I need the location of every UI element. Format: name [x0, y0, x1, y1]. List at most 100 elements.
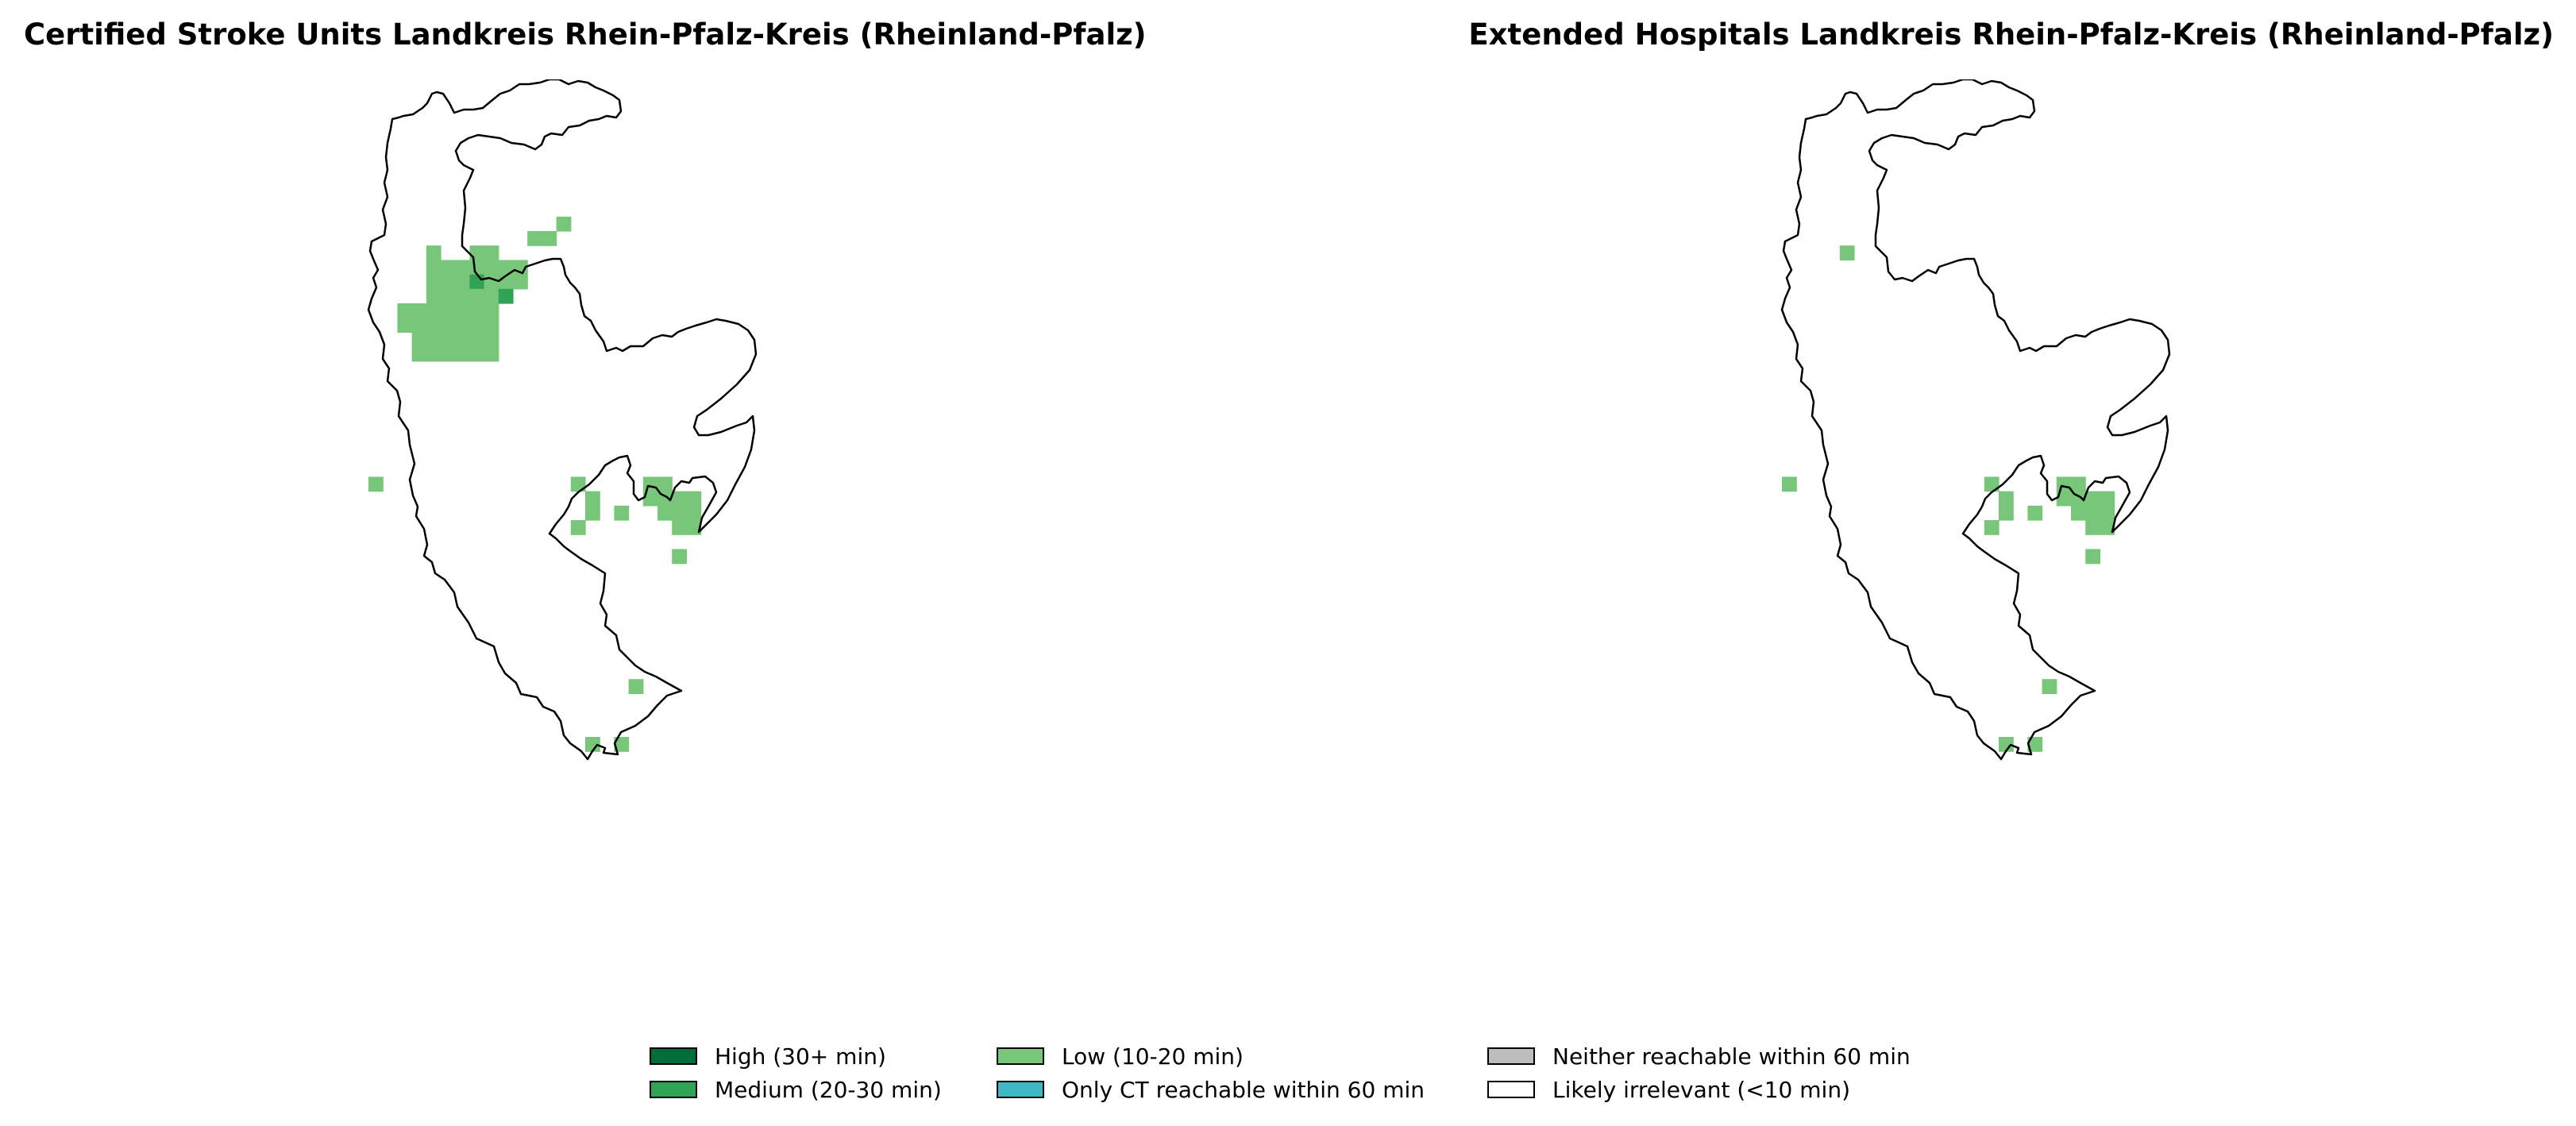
- legend-item-irrelevant: Likely irrelevant (<10 min): [1487, 1074, 1850, 1105]
- map-cell-low: [469, 260, 485, 276]
- map-cell-low: [527, 231, 542, 246]
- map-cell-low: [2071, 476, 2086, 492]
- map-cell-low: [498, 260, 514, 276]
- map-cell-low: [484, 288, 499, 304]
- map-cell-low: [672, 505, 687, 521]
- legend-label-high: High (30+ min): [715, 1043, 886, 1070]
- legend-swatch-irrelevant: [1487, 1081, 1535, 1098]
- map-cell-low: [455, 332, 470, 348]
- legend-label-irrelevant: Likely irrelevant (<10 min): [1552, 1076, 1850, 1103]
- map-cell-low: [455, 318, 470, 333]
- map-cell-low: [2085, 549, 2100, 565]
- map-cell-low: [1782, 476, 1797, 492]
- legend-item-low: Low (10-20 min): [997, 1040, 1244, 1072]
- map-cell-medium: [469, 274, 485, 290]
- legend-label-medium: Medium (20-30 min): [715, 1076, 942, 1103]
- map-cell-low: [484, 318, 499, 333]
- map-cell-low: [614, 505, 630, 521]
- legend-swatch-neither: [1487, 1047, 1535, 1065]
- map-cell-low: [2056, 476, 2072, 492]
- map-cell-low: [455, 303, 470, 318]
- map-cell-low: [513, 274, 528, 290]
- map-cell-low: [570, 476, 586, 492]
- panel-title-extended-hospitals: Extended Hospitals Landkreis Rhein-Pfalz…: [1468, 17, 2554, 52]
- map-cell-low: [469, 245, 485, 260]
- map-cell-low: [441, 332, 456, 348]
- map-cell-low: [556, 216, 572, 232]
- legend-item-medium: Medium (20-30 min): [650, 1074, 942, 1105]
- map-cell-low: [2100, 520, 2115, 535]
- map-cell-low: [2100, 491, 2115, 507]
- map-extended-hospitals: [1780, 79, 2171, 761]
- map-cell-low: [2085, 520, 2100, 535]
- legend: High (30+ min) Medium (20-30 min) Low (1…: [650, 1040, 1999, 1112]
- map-cell-low: [469, 303, 485, 318]
- map-cell-low: [469, 288, 485, 304]
- legend-label-neither: Neither reachable within 60 min: [1552, 1043, 1911, 1070]
- map-cell-low: [411, 332, 427, 348]
- map-cell-low: [2085, 505, 2100, 521]
- map-cell-low: [642, 476, 658, 492]
- map-cells: [368, 216, 702, 752]
- map-cell-low: [441, 318, 456, 333]
- map-cell-low: [426, 274, 442, 290]
- district-outline: [1780, 79, 2171, 761]
- map-cell-low: [469, 332, 485, 348]
- legend-label-ct: Only CT reachable within 60 min: [1062, 1076, 1425, 1103]
- map-cell-medium: [498, 288, 514, 304]
- map-cell-low: [585, 505, 600, 521]
- map-cell-low: [469, 318, 485, 333]
- map-cell-low: [614, 737, 630, 752]
- map-cell-low: [484, 245, 499, 260]
- map-cell-low: [441, 274, 456, 290]
- map-cell-low: [686, 520, 702, 535]
- legend-item-neither: Neither reachable within 60 min: [1487, 1040, 1911, 1072]
- map-cell-low: [672, 491, 687, 507]
- map-cell-low: [368, 476, 384, 492]
- map-cell-low: [441, 260, 456, 276]
- map-cell-low: [1984, 520, 1999, 535]
- map-cell-low: [484, 260, 499, 276]
- legend-swatch-medium: [650, 1081, 697, 1098]
- map-cell-low: [426, 303, 442, 318]
- map-cell-low: [426, 346, 442, 362]
- map-cell-low: [484, 332, 499, 348]
- map-cell-low: [455, 274, 470, 290]
- map-cell-low: [542, 231, 557, 246]
- map-cell-low: [411, 318, 427, 333]
- map-cell-low: [672, 520, 687, 535]
- map-cell-low: [455, 346, 470, 362]
- map-cell-low: [2027, 505, 2043, 521]
- map-cell-low: [455, 288, 470, 304]
- map-cell-low: [441, 288, 456, 304]
- map-cell-low: [657, 476, 673, 492]
- map-cell-low: [672, 549, 687, 565]
- map-cell-low: [585, 491, 600, 507]
- map-stroke-units: [367, 79, 758, 761]
- map-cell-low: [397, 318, 413, 333]
- map-cell-low: [2027, 737, 2043, 752]
- map-cells: [1782, 245, 2115, 752]
- map-cell-low: [411, 303, 427, 318]
- map-cell-low: [2071, 505, 2086, 521]
- map-cell-low: [484, 346, 499, 362]
- map-cell-low: [2085, 491, 2100, 507]
- map-cell-low: [484, 274, 499, 290]
- map-cell-low: [1999, 505, 2014, 521]
- legend-item-high: High (30+ min): [650, 1040, 886, 1072]
- legend-swatch-low: [997, 1047, 1044, 1065]
- legend-swatch-ct: [997, 1081, 1044, 1098]
- map-cell-low: [426, 288, 442, 304]
- map-cell-low: [642, 491, 658, 507]
- map-cell-low: [455, 260, 470, 276]
- map-cell-low: [2056, 491, 2072, 507]
- legend-label-low: Low (10-20 min): [1062, 1043, 1244, 1070]
- map-cell-low: [411, 346, 427, 362]
- map-cell-low: [1984, 476, 1999, 492]
- map-cell-low: [397, 303, 413, 318]
- panel-title-stroke-units: Certified Stroke Units Landkreis Rhein-P…: [24, 17, 1147, 52]
- map-cell-low: [657, 505, 673, 521]
- map-cell-low: [2042, 679, 2057, 694]
- map-cell-low: [469, 346, 485, 362]
- map-cell-low: [2100, 505, 2115, 521]
